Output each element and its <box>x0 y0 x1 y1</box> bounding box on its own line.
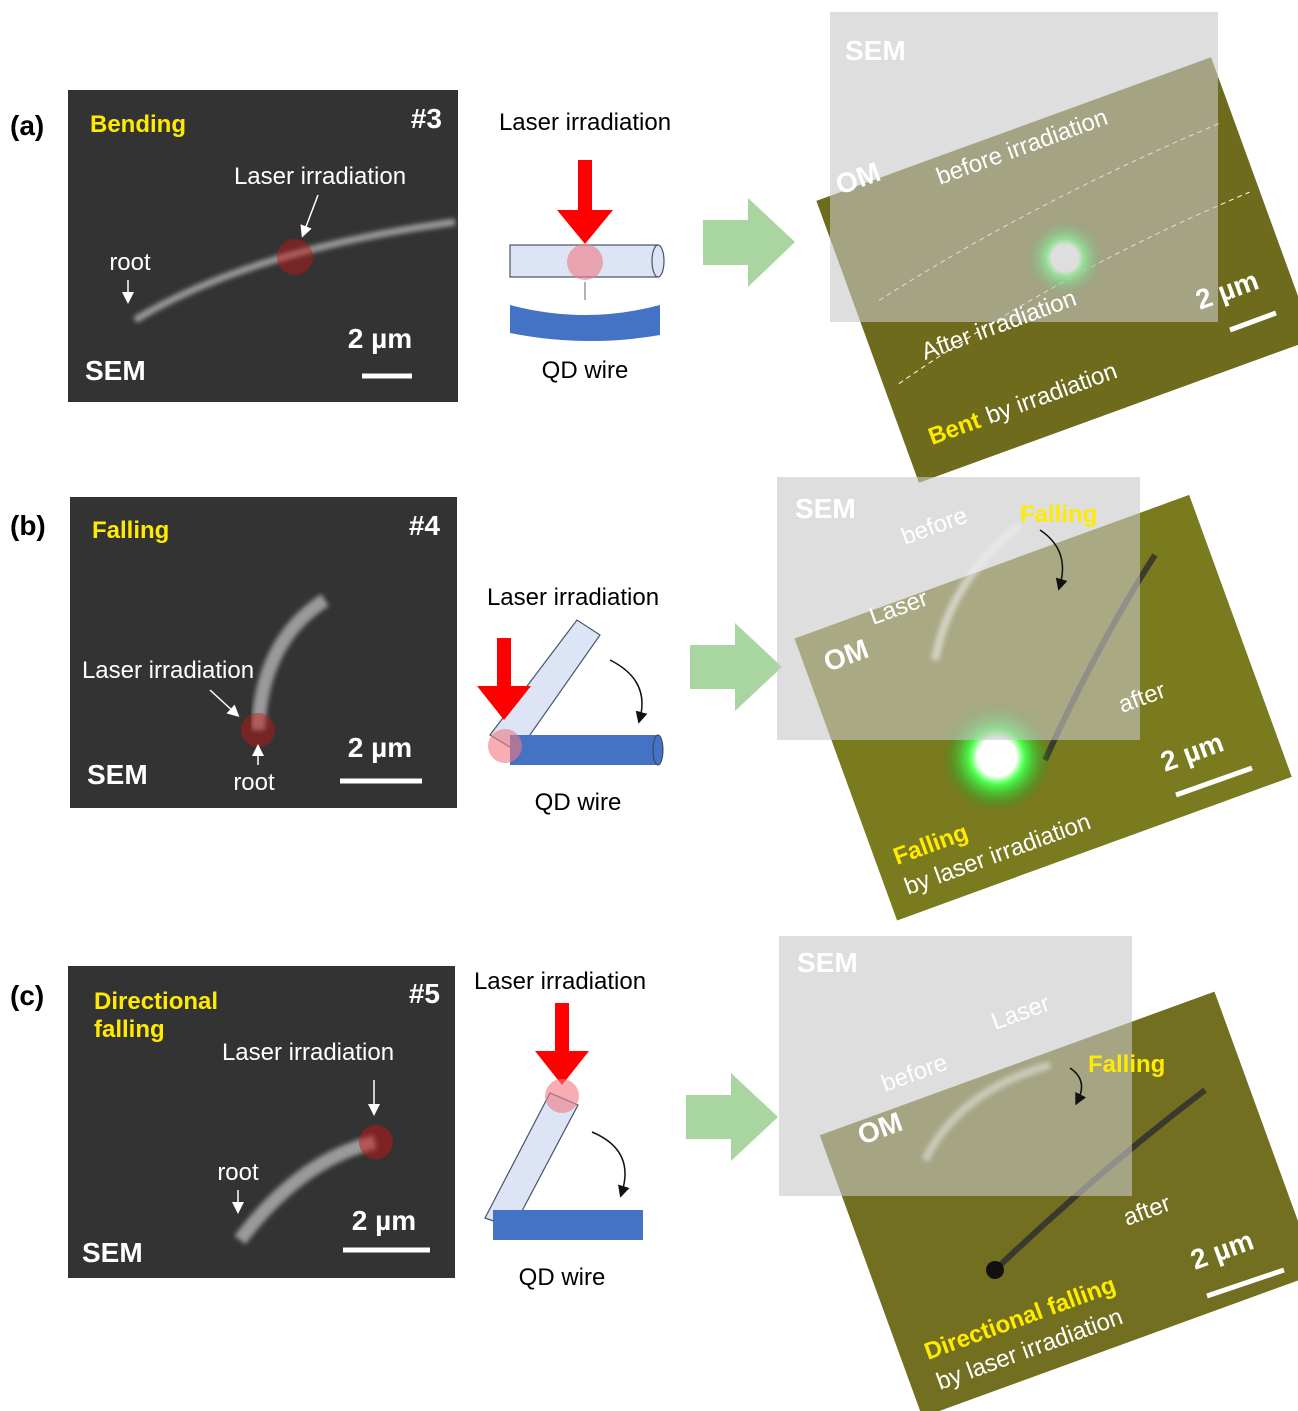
mode: Falling <box>92 517 169 544</box>
laser-arrow <box>497 638 511 688</box>
annotation: root <box>217 1159 259 1186</box>
motion-arrow <box>609 659 648 724</box>
laser-spot <box>567 244 603 280</box>
image-tag: SEM <box>795 493 856 524</box>
wire-end <box>652 734 664 766</box>
wire <box>234 1135 377 1245</box>
laser-spot <box>241 713 275 747</box>
laser-spot <box>488 729 522 763</box>
wire-before <box>484 1092 579 1229</box>
image-tag: SEM <box>797 947 858 978</box>
sample-number: #4 <box>409 510 441 541</box>
sem-image <box>68 966 455 1278</box>
scale-bar <box>1175 765 1253 798</box>
annotation: Falling <box>1020 501 1097 528</box>
laser-spot <box>545 1079 579 1113</box>
motion-arrow <box>1069 1067 1087 1106</box>
annotation: QD wire <box>542 357 629 384</box>
laser-arrow <box>557 210 613 244</box>
pointer <box>209 689 240 718</box>
scale-bar <box>1229 310 1277 333</box>
annotation: Falling <box>1088 1051 1165 1078</box>
sem-overlay <box>777 477 1140 740</box>
pointer <box>300 194 319 238</box>
panel-label: (c) <box>10 980 44 1011</box>
annotation: Laser irradiation <box>499 109 671 136</box>
wire-after <box>510 305 660 342</box>
laser-spot <box>359 1125 393 1159</box>
panel-label: (b) <box>10 510 46 541</box>
sample-number: #3 <box>411 103 442 134</box>
wire-after <box>510 735 658 765</box>
annotation: root <box>233 769 275 796</box>
wire <box>133 218 456 323</box>
image-tag: SEM <box>82 1237 143 1268</box>
annotation: Laser irradiation <box>222 1039 394 1066</box>
scale-label: 2 µm <box>348 732 412 763</box>
annotation: Laser irradiation <box>487 584 659 611</box>
wire <box>251 594 329 731</box>
sem-image <box>70 497 457 808</box>
sem-overlay <box>779 936 1132 1196</box>
laser-arrow <box>578 160 592 212</box>
sample-number: #5 <box>409 978 440 1009</box>
motion-arrow <box>1039 529 1068 591</box>
scale-bar <box>1206 1267 1285 1299</box>
scale-label: 2 µm <box>348 323 412 354</box>
wire-after <box>493 1210 643 1240</box>
annotation: root <box>109 249 151 276</box>
image-tag: SEM <box>87 759 148 790</box>
sem-overlay <box>830 12 1218 322</box>
annotation: QD wire <box>535 789 622 816</box>
wire-end <box>651 244 665 278</box>
wire-root <box>986 1261 1004 1279</box>
flow-arrow <box>703 198 795 287</box>
annotation: Laser irradiation <box>234 163 406 190</box>
mode: Bending <box>90 111 186 138</box>
sem-image <box>68 90 458 402</box>
laser-arrow <box>555 1003 569 1053</box>
mode: Directional <box>94 988 218 1015</box>
mode: falling <box>94 1016 165 1043</box>
image-tag: SEM <box>85 355 146 386</box>
flow-arrow <box>686 1073 778 1161</box>
annotation: Laser irradiation <box>474 968 646 995</box>
image-tag: SEM <box>845 35 906 66</box>
motion-arrow <box>591 1131 630 1198</box>
laser-arrow <box>477 686 531 720</box>
laser-spot <box>277 239 313 275</box>
scale-label: 2 µm <box>352 1205 416 1236</box>
wire-before <box>931 521 1023 661</box>
wire-before <box>921 1061 1052 1162</box>
panel-label: (a) <box>10 110 44 141</box>
annotation: QD wire <box>519 1264 606 1291</box>
laser-arrow <box>535 1051 589 1085</box>
annotation: Laser irradiation <box>82 657 254 684</box>
flow-arrow <box>690 623 782 711</box>
